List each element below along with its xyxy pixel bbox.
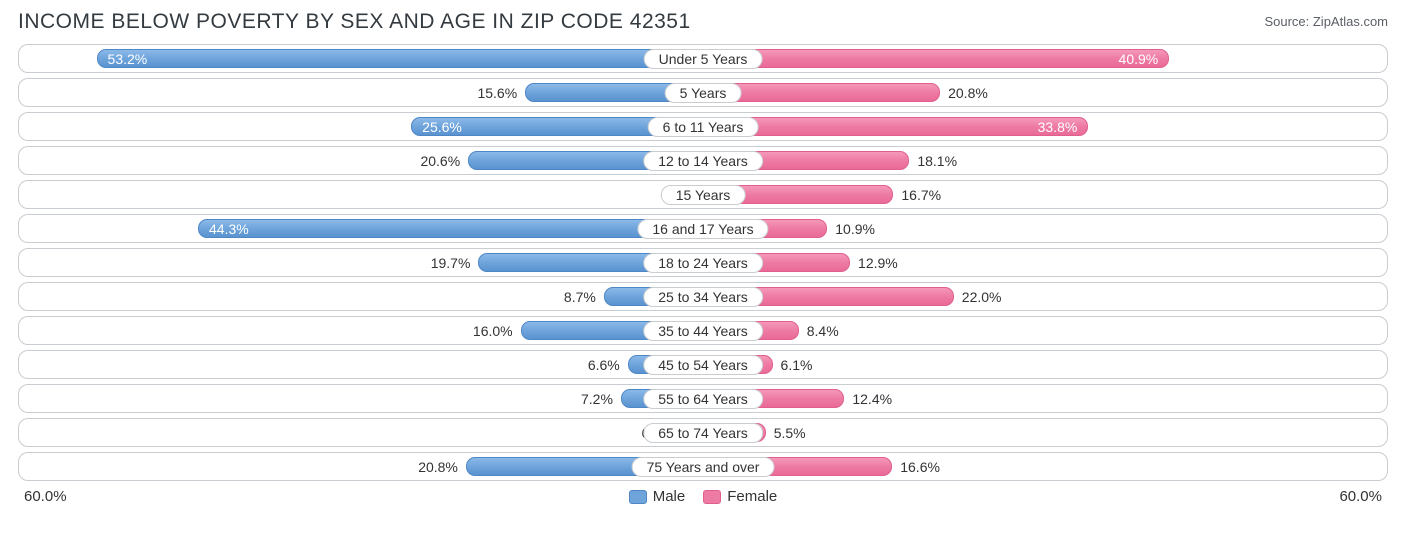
female-value-label: 18.1% [909, 153, 965, 169]
male-half: 25.6% [19, 113, 703, 140]
chart-title: INCOME BELOW POVERTY BY SEX AND AGE IN Z… [18, 10, 691, 34]
chart-row: 19.7% 12.9% 18 to 24 Years [18, 248, 1388, 277]
male-value-label: 20.8% [410, 459, 466, 475]
male-half: 20.6% [19, 147, 703, 174]
male-half: 16.0% [19, 317, 703, 344]
chart-row: 20.6% 18.1% 12 to 14 Years [18, 146, 1388, 175]
female-half: 40.9% [703, 45, 1387, 72]
male-value-label: 6.6% [580, 357, 628, 373]
chart-row: 16.0% 8.4% 35 to 44 Years [18, 316, 1388, 345]
male-value-label: 25.6% [412, 119, 472, 135]
chart-row: 6.6% 6.1% 45 to 54 Years [18, 350, 1388, 379]
female-half: 5.5% [703, 419, 1387, 446]
legend-item-male: Male [629, 488, 686, 505]
female-value-label: 6.1% [773, 357, 821, 373]
male-half: 15.6% [19, 79, 703, 106]
female-value-label: 20.8% [940, 85, 996, 101]
chart-header: INCOME BELOW POVERTY BY SEX AND AGE IN Z… [0, 0, 1406, 40]
chart-row: 7.2% 12.4% 55 to 64 Years [18, 384, 1388, 413]
chart-row: 20.8% 16.6% 75 Years and over [18, 452, 1388, 481]
male-half: 20.8% [19, 453, 703, 480]
category-label: 65 to 74 Years [643, 423, 763, 443]
category-label: 15 Years [661, 185, 746, 205]
female-bar: 33.8% [703, 117, 1088, 136]
female-half: 12.4% [703, 385, 1387, 412]
male-value-label: 19.7% [423, 255, 479, 271]
female-value-label: 22.0% [954, 289, 1010, 305]
male-value-label: 16.0% [465, 323, 521, 339]
male-value-label: 15.6% [469, 85, 525, 101]
chart-source: Source: ZipAtlas.com [1264, 10, 1388, 29]
category-label: 5 Years [665, 83, 742, 103]
female-value-label: 12.4% [844, 391, 900, 407]
axis-right-max: 60.0% [1339, 488, 1382, 505]
male-bar: 44.3% [198, 219, 703, 238]
female-half: 10.9% [703, 215, 1387, 242]
male-half: 53.2% [19, 45, 703, 72]
male-swatch-icon [629, 490, 647, 504]
female-value-label: 16.7% [893, 187, 949, 203]
male-half: 0.76% [19, 419, 703, 446]
chart-row: 25.6% 33.8% 6 to 11 Years [18, 112, 1388, 141]
chart-row: 15.6% 20.8% 5 Years [18, 78, 1388, 107]
male-half: 19.7% [19, 249, 703, 276]
legend-male-label: Male [653, 488, 686, 505]
category-label: 12 to 14 Years [643, 151, 763, 171]
category-label: Under 5 Years [644, 49, 763, 69]
female-value-label: 12.9% [850, 255, 906, 271]
category-label: 6 to 11 Years [648, 117, 759, 137]
female-half: 6.1% [703, 351, 1387, 378]
category-label: 55 to 64 Years [643, 389, 763, 409]
axis-left-max: 60.0% [24, 488, 67, 505]
female-half: 16.6% [703, 453, 1387, 480]
diverging-bar-chart: 53.2% 40.9% Under 5 Years 15.6% 20.8% 5 Years… [0, 40, 1406, 481]
legend-female-label: Female [727, 488, 777, 505]
female-bar: 40.9% [703, 49, 1169, 68]
legend-item-female: Female [703, 488, 777, 505]
chart-row: 8.7% 22.0% 25 to 34 Years [18, 282, 1388, 311]
chart-row: 53.2% 40.9% Under 5 Years [18, 44, 1388, 73]
female-half: 12.9% [703, 249, 1387, 276]
category-label: 45 to 54 Years [643, 355, 763, 375]
chart-row: 0.76% 5.5%65 to 74 Years [18, 418, 1388, 447]
legend: Male Female [629, 488, 778, 505]
male-half: 7.2% [19, 385, 703, 412]
male-value-label: 53.2% [98, 51, 158, 67]
male-half: 44.3% [19, 215, 703, 242]
category-label: 18 to 24 Years [643, 253, 763, 273]
female-half: 33.8% [703, 113, 1387, 140]
male-bar: 53.2% [97, 49, 703, 68]
female-half: 20.8% [703, 79, 1387, 106]
male-half: 8.7% [19, 283, 703, 310]
female-value-label: 33.8% [1028, 119, 1088, 135]
female-value-label: 16.6% [892, 459, 948, 475]
male-half: 6.6% [19, 351, 703, 378]
male-value-label: 20.6% [412, 153, 468, 169]
chart-row: 44.3% 10.9% 16 and 17 Years [18, 214, 1388, 243]
female-value-label: 8.4% [799, 323, 847, 339]
male-value-label: 8.7% [556, 289, 604, 305]
female-half: 18.1% [703, 147, 1387, 174]
chart-footer: 60.0% Male Female 60.0% [0, 486, 1406, 505]
category-label: 75 Years and over [632, 457, 775, 477]
category-label: 16 and 17 Years [637, 219, 768, 239]
male-value-label: 7.2% [573, 391, 621, 407]
chart-row: 0.0% 16.7% 15 Years [18, 180, 1388, 209]
female-value-label: 40.9% [1109, 51, 1169, 67]
category-label: 25 to 34 Years [643, 287, 763, 307]
category-label: 35 to 44 Years [643, 321, 763, 341]
female-half: 22.0% [703, 283, 1387, 310]
male-value-label: 44.3% [199, 221, 259, 237]
female-value-label: 10.9% [827, 221, 883, 237]
male-half: 0.0% [19, 181, 703, 208]
female-half: 8.4% [703, 317, 1387, 344]
female-half: 16.7% [703, 181, 1387, 208]
female-swatch-icon [703, 490, 721, 504]
female-value-label: 5.5% [766, 425, 814, 441]
